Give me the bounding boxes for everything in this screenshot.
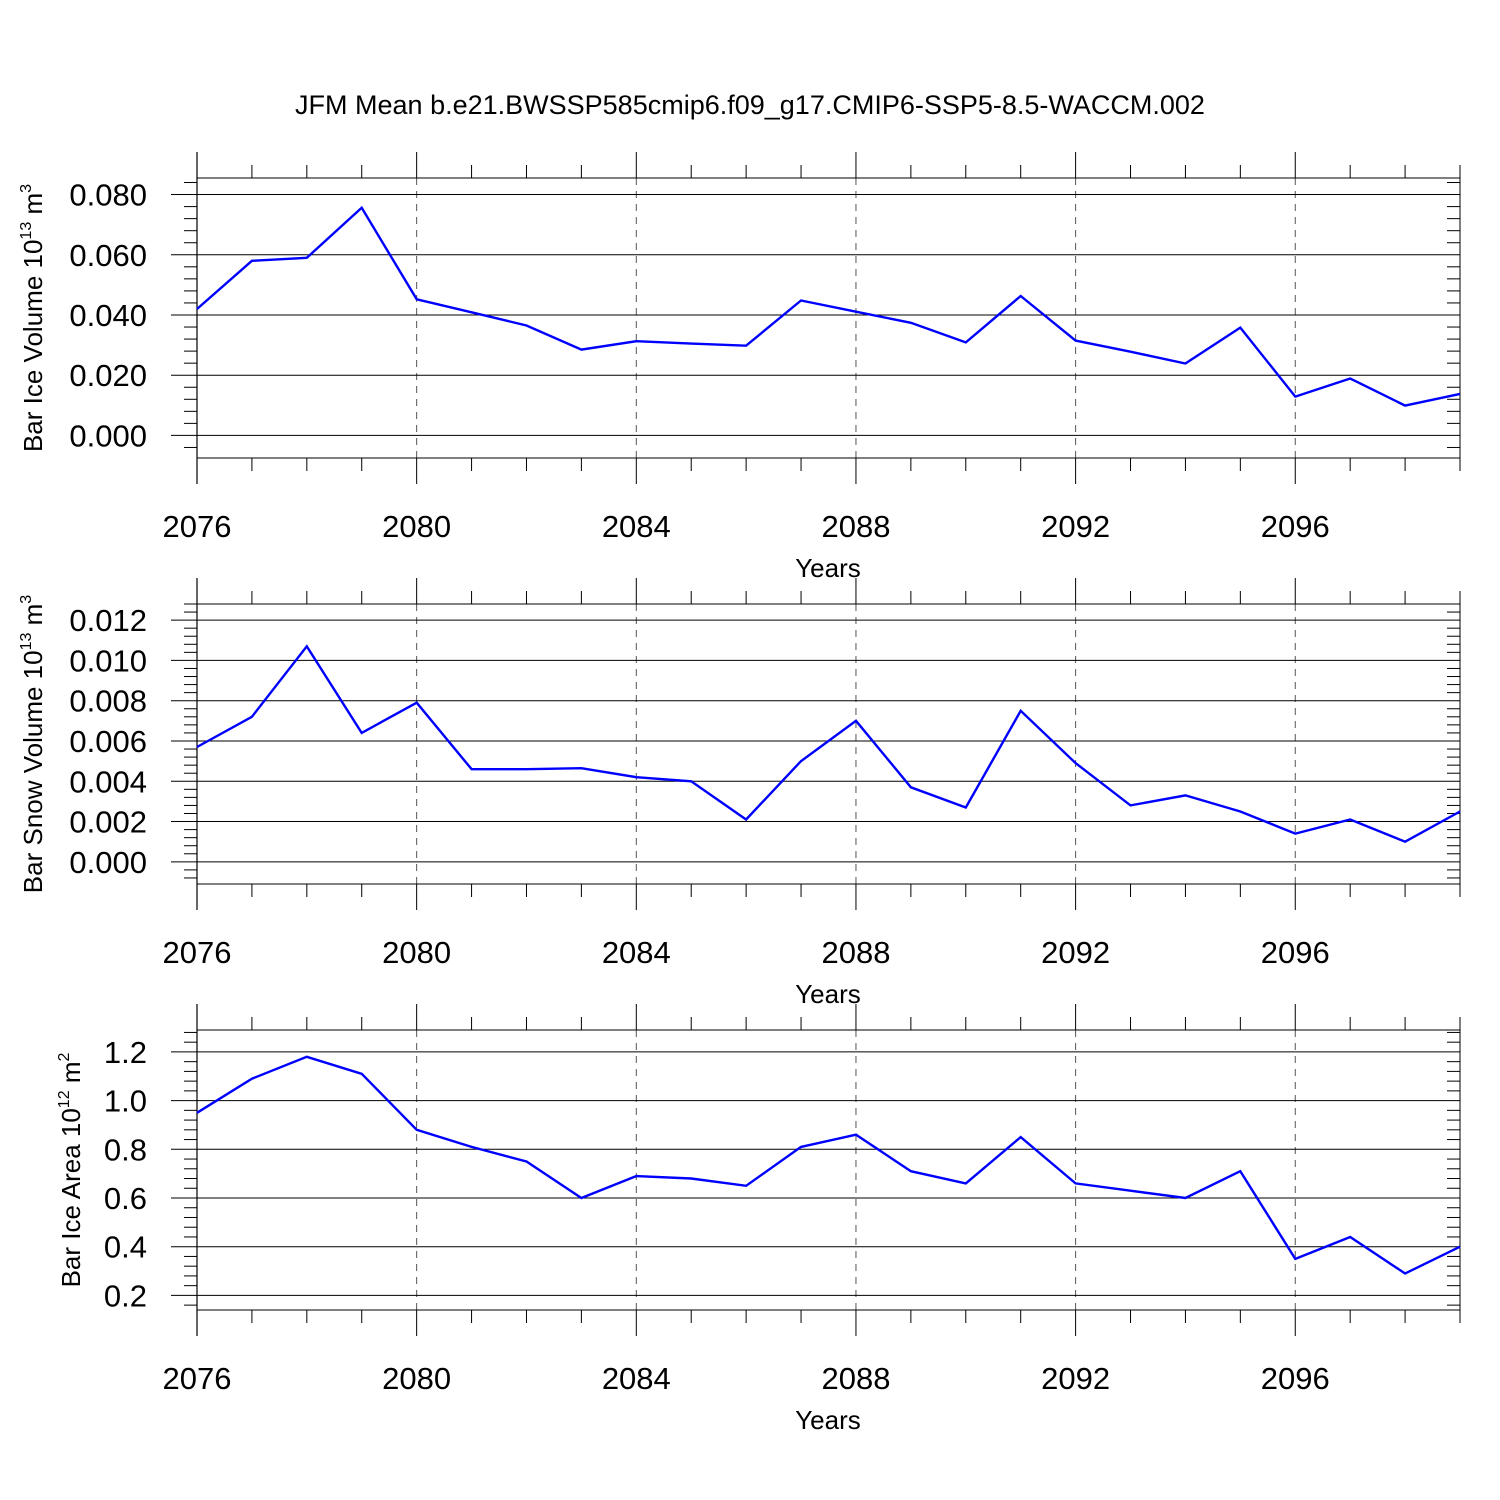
series-line-1 [196, 644, 1461, 844]
x-tick-label: 2076 [163, 509, 232, 544]
y-tick-label: 0.002 [69, 805, 147, 840]
x-axis-title: Years [795, 553, 861, 583]
y-tick-label: 0.000 [69, 845, 147, 880]
series-line-1 [196, 205, 1461, 407]
x-tick-label: 2080 [382, 1361, 451, 1396]
x-tick-label: 2096 [1261, 935, 1330, 970]
x-tick-label: 2088 [821, 509, 890, 544]
chart-panel-3: 0.2 0.4 0.6 0.8 1.0 1.2 2076 2080 2084 2088 2092 20… [56, 1004, 1461, 1435]
x-axis-title: Years [795, 1405, 861, 1435]
x-tick-label: 2076 [163, 935, 232, 970]
y-tick-label: 0.040 [69, 298, 147, 333]
y-axis-title: Bar Ice Area 1012 m2 [56, 1052, 86, 1287]
y-tick-label: 1.2 [104, 1035, 147, 1070]
x-tick-label: 2080 [382, 935, 451, 970]
x-tick-label: 2084 [602, 935, 671, 970]
y-axis-title: Bar Ice Volume 1013 m3 [18, 184, 48, 452]
y-tick-label: 0.000 [69, 418, 147, 453]
y-tick-label: 0.6 [104, 1181, 147, 1216]
y-tick-label: 0.008 [69, 684, 147, 719]
y-tick-label: 0.010 [69, 643, 147, 678]
panels: 0.000 0.020 0.040 0.060 0.080 2076 2080 2084 208… [18, 152, 1461, 1435]
x-tick-label: 2084 [602, 1361, 671, 1396]
y-axis-title: Bar Snow Volume 1013 m3 [18, 595, 48, 894]
x-tick-label: 2092 [1041, 509, 1110, 544]
figure-title: JFM Mean b.e21.BWSSP585cmip6.f09_g17.CMI… [295, 90, 1205, 120]
y-tick-label: 1.0 [104, 1084, 147, 1119]
y-tick-label: 0.004 [69, 764, 147, 799]
x-axis-title: Years [795, 979, 861, 1009]
x-tick-label: 2076 [163, 1361, 232, 1396]
x-tick-label: 2088 [821, 935, 890, 970]
x-tick-label: 2092 [1041, 935, 1110, 970]
x-tick-label: 2084 [602, 509, 671, 544]
x-tick-label: 2096 [1261, 1361, 1330, 1396]
x-tick-label: 2096 [1261, 509, 1330, 544]
y-tick-label: 0.4 [104, 1230, 147, 1265]
chart-panel-1: 0.000 0.020 0.040 0.060 0.080 2076 2080 2084 208… [18, 152, 1461, 583]
x-tick-label: 2092 [1041, 1361, 1110, 1396]
y-tick-label: 0.080 [69, 178, 147, 213]
y-tick-label: 0.060 [69, 238, 147, 273]
y-tick-label: 0.006 [69, 724, 147, 759]
x-tick-label: 2080 [382, 509, 451, 544]
y-tick-label: 0.8 [104, 1132, 147, 1167]
y-tick-label: 0.012 [69, 603, 147, 638]
y-tick-label: 0.020 [69, 358, 147, 393]
x-tick-label: 2088 [821, 1361, 890, 1396]
series-line-1 [196, 1055, 1461, 1275]
chart-panel-2: 0.000 0.002 0.004 0.006 0.008 0.010 0.012 2076 2… [18, 578, 1461, 1009]
y-tick-label: 0.2 [104, 1278, 147, 1313]
